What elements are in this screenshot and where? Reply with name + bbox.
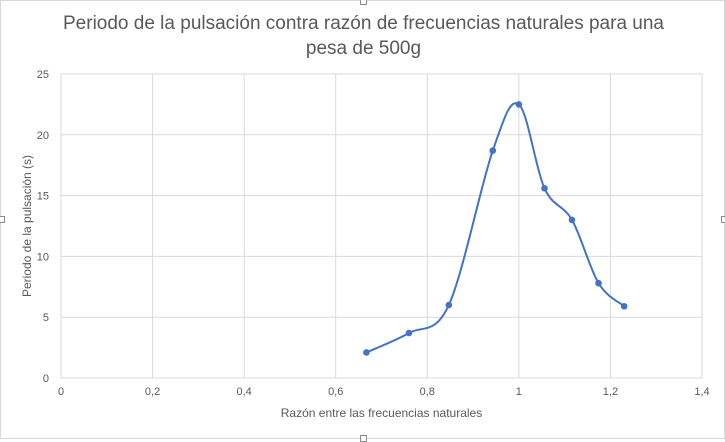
- x-tick-label: 1,4: [694, 386, 709, 398]
- series: [363, 101, 628, 356]
- data-point: [363, 349, 370, 356]
- data-point: [568, 216, 576, 224]
- x-tick-label: 1: [516, 386, 522, 398]
- chart-title-line-1: Periodo de la pulsación contra razón de …: [63, 13, 664, 34]
- y-tick-label: 0: [43, 373, 49, 385]
- y-tick-label: 10: [37, 251, 49, 263]
- data-point: [541, 185, 548, 192]
- x-tick-label: 0,2: [145, 386, 160, 398]
- data-point: [445, 301, 453, 309]
- x-tick-label: 0,8: [420, 386, 435, 398]
- x-tick-label: 0: [58, 386, 64, 398]
- gridlines: [60, 73, 703, 379]
- data-point: [620, 302, 628, 310]
- chart-title-line-2: pesa de 500g: [305, 38, 422, 59]
- data-point: [515, 101, 523, 108]
- x-axis-label: Razón entre las frecuencias naturales: [281, 406, 482, 420]
- data-point: [595, 279, 602, 287]
- y-axis-label: Periodo de la pulsación (s): [20, 155, 34, 297]
- y-tick-label: 15: [37, 191, 49, 203]
- resize-handle-left[interactable]: [0, 216, 5, 223]
- tick-labels: 0 0,2 0,4 0,6 0,8 1 1,2 1,4 0 5 10 15 20 25: [37, 69, 710, 398]
- y-tick-label: 20: [37, 130, 49, 142]
- y-tick-label: 5: [43, 312, 49, 324]
- series-line: [365, 102, 625, 354]
- x-tick-label: 0,4: [236, 386, 251, 398]
- x-tick-label: 0,6: [328, 386, 343, 398]
- y-tick-label: 25: [37, 69, 49, 81]
- resize-handle-right[interactable]: [721, 216, 725, 223]
- resize-handle-top[interactable]: [360, 0, 367, 5]
- data-point: [405, 329, 413, 337]
- chart-title: Periodo de la pulsación contra razón de …: [1, 11, 725, 61]
- data-point: [489, 147, 497, 154]
- x-tick-label: 1,2: [603, 386, 618, 398]
